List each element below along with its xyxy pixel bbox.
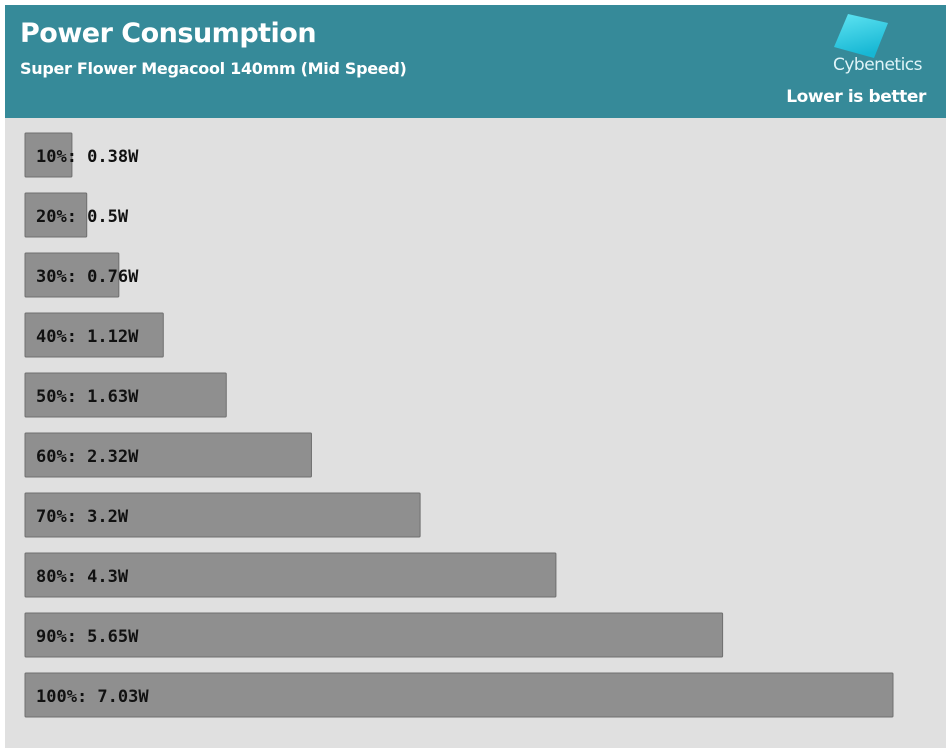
bar-group: 40%: 1.12W [24, 312, 164, 358]
bar-group: 80%: 4.3W [24, 552, 557, 598]
bar-group: 100%: 7.03W [24, 672, 894, 718]
bar-label: 20%: 0.5W [36, 207, 129, 227]
chart-subtitle: Super Flower Megacool 140mm (Mid Speed) [20, 59, 407, 78]
bar [24, 432, 312, 478]
bar-group: 70%: 3.2W [24, 492, 421, 538]
bar-label: 10%: 0.38W [36, 147, 139, 167]
bar-label: 60%: 2.32W [36, 447, 139, 467]
bar-group: 10%: 0.38W [24, 132, 139, 178]
bar [24, 612, 724, 658]
bar-label: 100%: 7.03W [36, 687, 149, 707]
bar-group: 20%: 0.5W [24, 192, 129, 238]
bar-label: 30%: 0.76W [36, 267, 139, 287]
chart-title: Power Consumption [20, 18, 317, 49]
bar [24, 252, 120, 298]
chart-header: Power Consumption Super Flower Megacool … [5, 5, 946, 118]
bar-group: 60%: 2.32W [24, 432, 312, 478]
logo-text: Cybenetics [832, 55, 923, 75]
bar-chart: 10%: 0.38W 20%: 0.5W 30%: 0.76W 40%: 1.12W 5… [24, 132, 894, 718]
bar [24, 132, 73, 178]
cybenetics-logo-icon [834, 14, 888, 58]
bar [24, 192, 88, 238]
bar-label: 40%: 1.12W [36, 327, 139, 347]
bar [24, 372, 227, 418]
bar-group: 90%: 5.65W [24, 612, 724, 658]
bar [24, 552, 557, 598]
bar-label: 90%: 5.65W [36, 627, 139, 647]
bar-group: 50%: 1.63W [24, 372, 227, 418]
bar-label: 50%: 1.63W [36, 387, 139, 407]
bar [24, 492, 421, 538]
bar [24, 672, 894, 718]
bar [24, 312, 164, 358]
bar-group: 30%: 0.76W [24, 252, 139, 298]
bar-label: 70%: 3.2W [36, 507, 129, 527]
lower-is-better-note: Lower is better [786, 87, 926, 107]
plot-area: 10%: 0.38W 20%: 0.5W 30%: 0.76W 40%: 1.12W 5… [5, 118, 946, 748]
bar-label: 80%: 4.3W [36, 567, 129, 587]
chart-frame: Power Consumption Super Flower Megacool … [5, 5, 946, 748]
